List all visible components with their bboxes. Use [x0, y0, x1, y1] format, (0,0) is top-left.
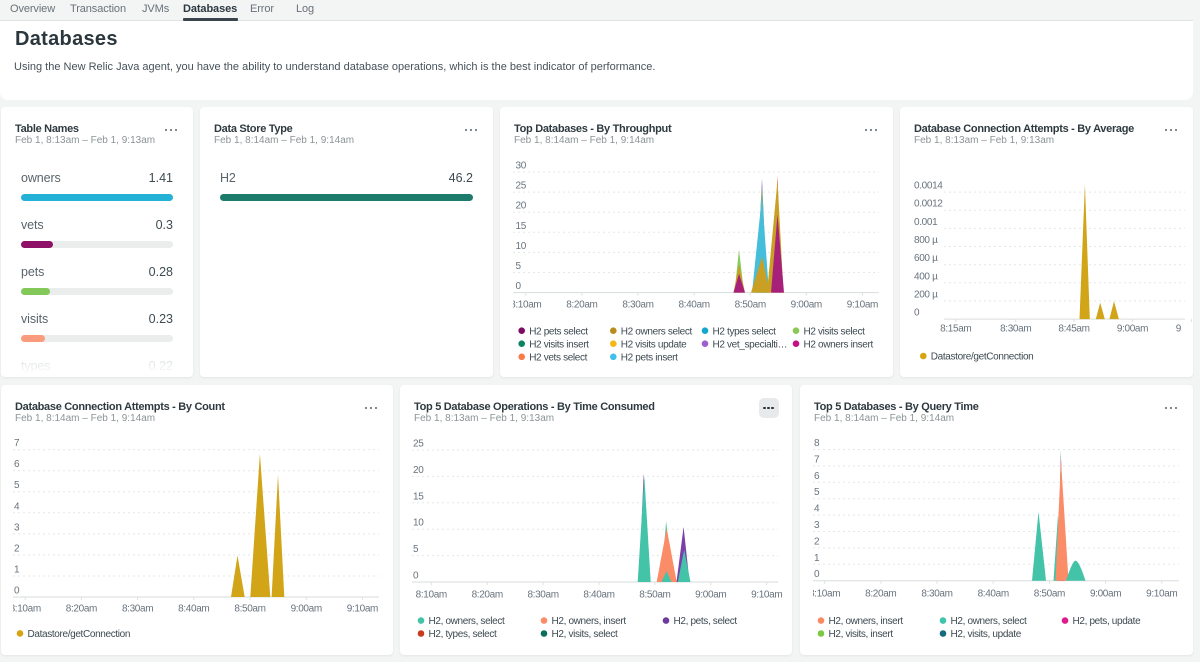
svg-text:9:10am: 9:10am — [1146, 589, 1177, 600]
svg-text:8:20am: 8:20am — [865, 589, 896, 600]
svg-text:5: 5 — [516, 261, 522, 272]
svg-text:8:30am: 8:30am — [1000, 324, 1031, 335]
svg-text:8:20am: 8:20am — [66, 604, 97, 615]
svg-text:H2 types select: H2 types select — [713, 326, 777, 337]
svg-text:10: 10 — [413, 518, 424, 529]
svg-text:9:10am: 9:10am — [347, 604, 378, 615]
svg-text:H2, visits, insert: H2, visits, insert — [829, 629, 894, 640]
svg-text:H2 visits update: H2 visits update — [621, 339, 687, 350]
svg-text:7: 7 — [814, 454, 820, 465]
svg-text:H2, owners, select: H2, owners, select — [429, 616, 506, 627]
svg-text:0: 0 — [14, 586, 20, 597]
svg-text:H2 pets insert: H2 pets insert — [621, 352, 678, 363]
svg-text:H2 owners select: H2 owners select — [621, 326, 693, 337]
svg-text:8:30am: 8:30am — [122, 604, 153, 615]
svg-text:Datastore/getConnection: Datastore/getConnection — [931, 352, 1034, 363]
svg-text:H2, pets, select: H2, pets, select — [674, 616, 738, 627]
svg-text:600 µ: 600 µ — [914, 253, 938, 264]
svg-text:5: 5 — [413, 544, 419, 555]
svg-text:8:50am: 8:50am — [234, 604, 265, 615]
svg-text:8:10am: 8:10am — [809, 589, 840, 600]
svg-text:8:50am: 8:50am — [735, 300, 766, 311]
svg-text:30: 30 — [516, 161, 527, 172]
svg-text:8:40am: 8:40am — [678, 300, 709, 311]
svg-text:0: 0 — [814, 569, 820, 580]
svg-text:400 µ: 400 µ — [914, 271, 938, 282]
svg-text:4: 4 — [14, 501, 20, 512]
svg-text:8:10am: 8:10am — [510, 300, 541, 311]
svg-text:H2 vet_specialti…: H2 vet_specialti… — [713, 339, 788, 350]
svg-text:9:00am: 9:00am — [291, 604, 322, 615]
svg-text:1: 1 — [14, 565, 20, 576]
svg-text:H2 pets select: H2 pets select — [529, 326, 588, 337]
svg-text:20: 20 — [516, 201, 527, 212]
svg-text:8:20am: 8:20am — [566, 300, 597, 311]
svg-text:8:30am: 8:30am — [622, 300, 653, 311]
svg-text:4: 4 — [814, 504, 820, 515]
svg-text:8:15am: 8:15am — [940, 324, 971, 335]
svg-text:0: 0 — [516, 281, 522, 292]
svg-text:8:20am: 8:20am — [472, 590, 503, 601]
svg-text:0: 0 — [914, 308, 920, 319]
svg-text:8:10am: 8:10am — [416, 590, 447, 601]
svg-text:H2, visits, select: H2, visits, select — [552, 629, 619, 640]
svg-text:8:45am: 8:45am — [1058, 324, 1089, 335]
svg-text:200 µ: 200 µ — [914, 289, 938, 300]
svg-text:8:50am: 8:50am — [639, 590, 670, 601]
svg-text:H2, owners, select: H2, owners, select — [951, 616, 1028, 627]
svg-text:3: 3 — [814, 520, 820, 531]
svg-text:7: 7 — [14, 438, 20, 449]
svg-text:H2, pets, update: H2, pets, update — [1073, 616, 1142, 627]
svg-text:9:00am: 9:00am — [1117, 324, 1148, 335]
svg-text:1: 1 — [814, 553, 820, 564]
svg-text:6: 6 — [14, 459, 20, 470]
svg-text:8:40am: 8:40am — [583, 590, 614, 601]
svg-text:9:15am: 9:15am — [1176, 324, 1193, 335]
svg-text:H2, owners, insert: H2, owners, insert — [829, 616, 904, 627]
svg-text:15: 15 — [516, 221, 527, 232]
svg-text:0.0014: 0.0014 — [914, 181, 943, 192]
svg-text:9:10am: 9:10am — [751, 590, 782, 601]
svg-text:800 µ: 800 µ — [914, 235, 938, 246]
svg-text:H2 owners insert: H2 owners insert — [804, 339, 874, 350]
svg-text:9:00am: 9:00am — [791, 300, 822, 311]
svg-text:0: 0 — [413, 571, 419, 582]
svg-text:8:50am: 8:50am — [1034, 589, 1065, 600]
svg-text:H2 visits insert: H2 visits insert — [529, 339, 589, 350]
svg-text:0.0012: 0.0012 — [914, 199, 943, 210]
svg-text:8:40am: 8:40am — [178, 604, 209, 615]
svg-text:9:10am: 9:10am — [847, 300, 878, 311]
svg-text:6: 6 — [814, 471, 820, 482]
svg-text:8:30am: 8:30am — [921, 589, 952, 600]
svg-text:10: 10 — [516, 241, 527, 252]
svg-text:Datastore/getConnection: Datastore/getConnection — [28, 629, 131, 640]
svg-text:H2 visits select: H2 visits select — [804, 326, 866, 337]
svg-text:3: 3 — [14, 522, 20, 533]
svg-text:H2, owners, insert: H2, owners, insert — [552, 616, 627, 627]
svg-text:15: 15 — [413, 491, 424, 502]
svg-text:5: 5 — [814, 487, 820, 498]
svg-text:9:00am: 9:00am — [1090, 589, 1121, 600]
svg-text:H2 vets select: H2 vets select — [529, 352, 587, 363]
svg-text:8:40am: 8:40am — [978, 589, 1009, 600]
svg-text:2: 2 — [814, 536, 820, 547]
svg-text:8:10am: 8:10am — [10, 604, 41, 615]
svg-text:8:30am: 8:30am — [527, 590, 558, 601]
svg-text:25: 25 — [413, 439, 424, 450]
svg-text:9:00am: 9:00am — [695, 590, 726, 601]
svg-text:20: 20 — [413, 465, 424, 476]
svg-text:H2, types, select: H2, types, select — [429, 629, 498, 640]
svg-text:5: 5 — [14, 480, 20, 491]
svg-text:H2, visits, update: H2, visits, update — [951, 629, 1022, 640]
svg-text:0.001: 0.001 — [914, 217, 938, 228]
svg-text:25: 25 — [516, 181, 527, 192]
svg-text:8: 8 — [814, 438, 820, 449]
svg-text:2: 2 — [14, 543, 20, 554]
